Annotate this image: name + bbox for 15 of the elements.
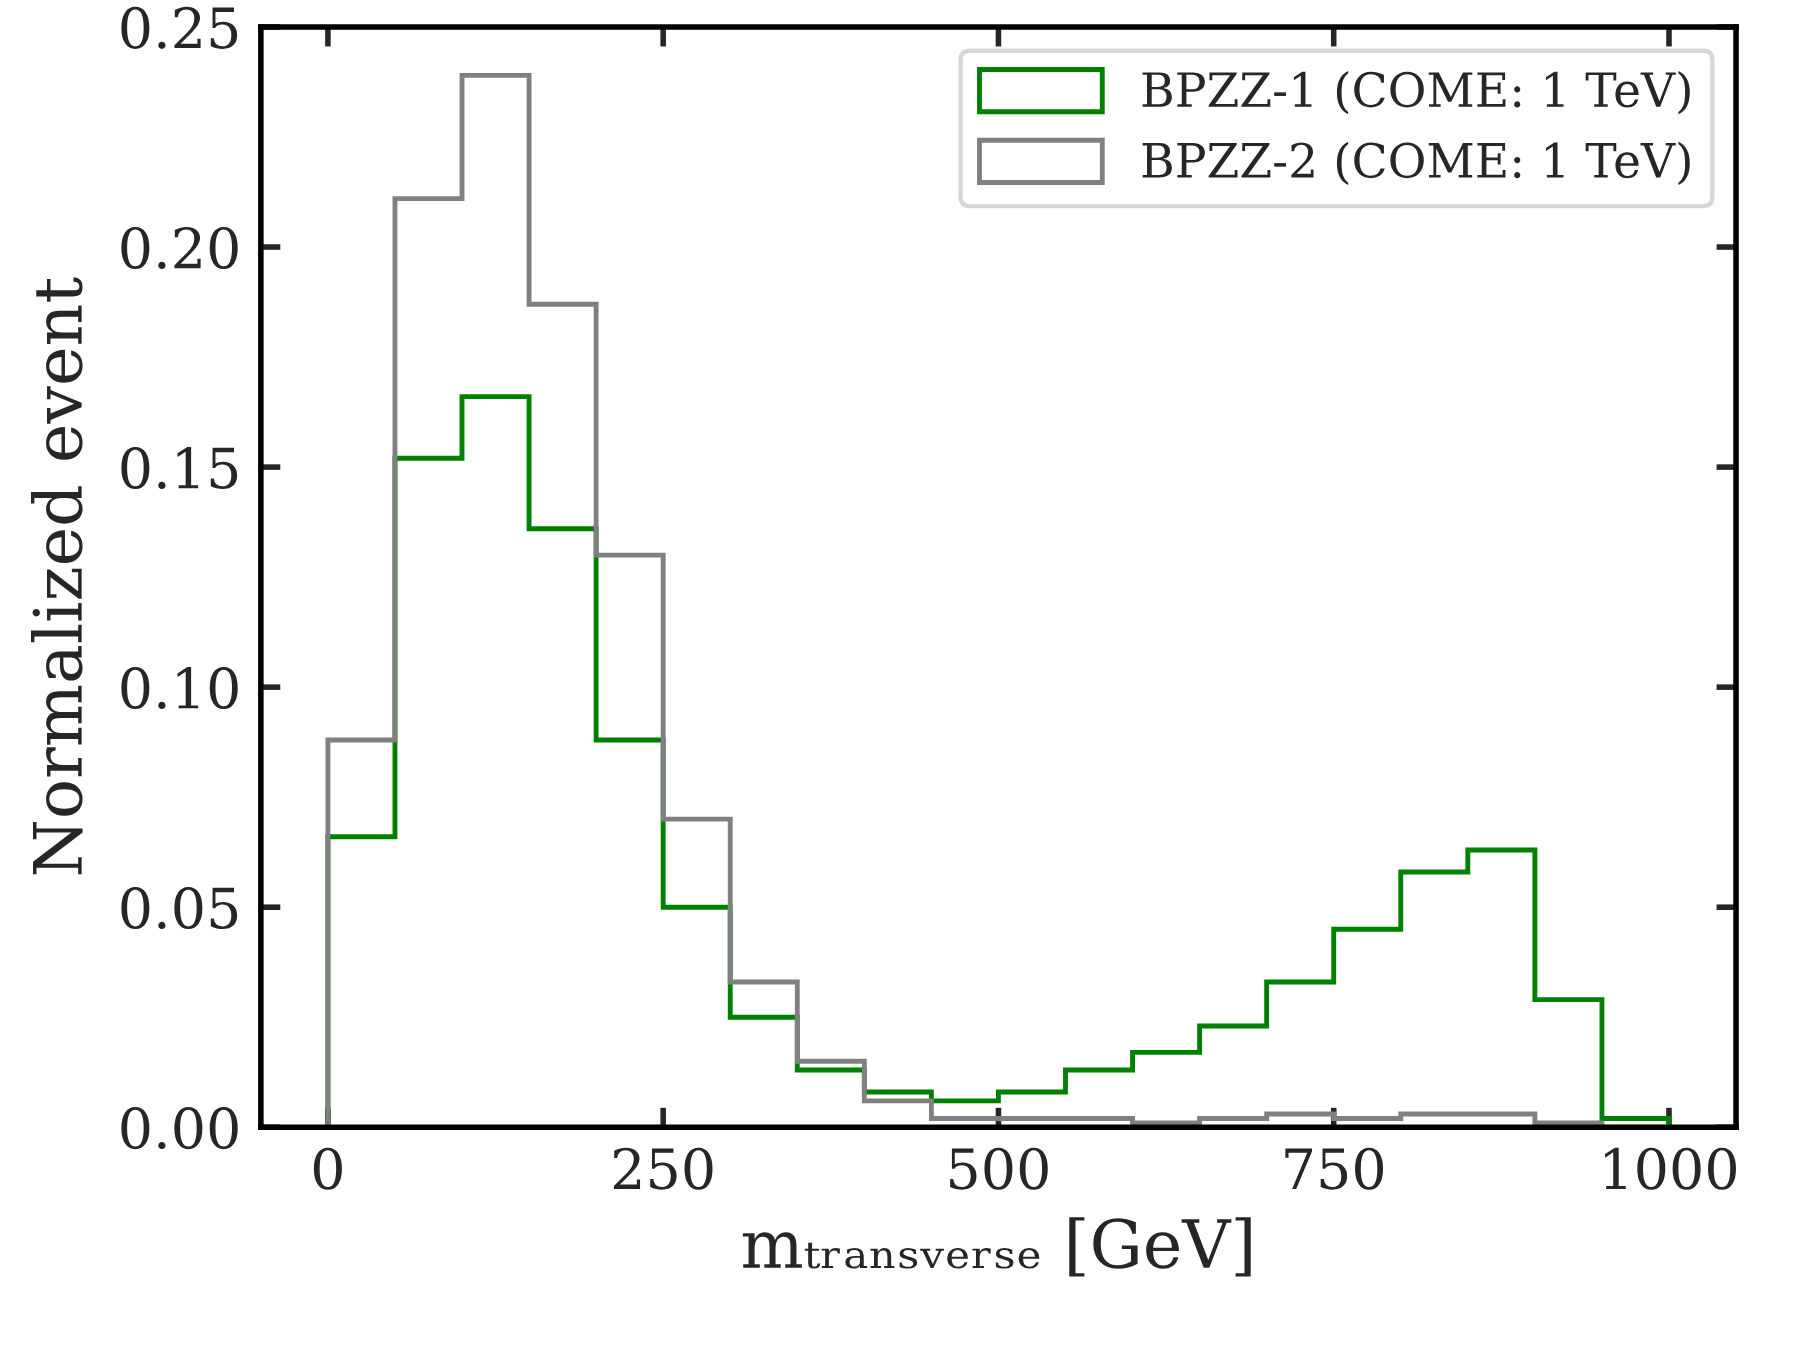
y-tick-label: 0.05 [121, 887, 238, 930]
x-tick-label: 0 [313, 1147, 342, 1190]
y-tick-label: 0.25 [121, 6, 238, 49]
legend-label: BPZZ-2 (COME: 1 TeV) [1142, 141, 1690, 185]
y-tick-label: 0.15 [121, 446, 238, 489]
x-tick-label: 500 [950, 1147, 1048, 1190]
x-tick-label: 250 [613, 1147, 713, 1190]
x-axis-title: mₜᵣₐₙₛᵥₑᵣₛₑ [GeV] [742, 1217, 1251, 1277]
legend-label: BPZZ-1 (COME: 1 TeV) [1142, 70, 1690, 115]
y-tick-label: 0.20 [121, 226, 238, 269]
y-tick-label: 0.00 [121, 1107, 238, 1150]
y-axis-title: Normalized event [30, 277, 83, 875]
x-tick-label: 1000 [1605, 1147, 1736, 1190]
x-tick-label: 750 [1285, 1147, 1384, 1190]
y-tick-label: 0.10 [121, 667, 238, 710]
